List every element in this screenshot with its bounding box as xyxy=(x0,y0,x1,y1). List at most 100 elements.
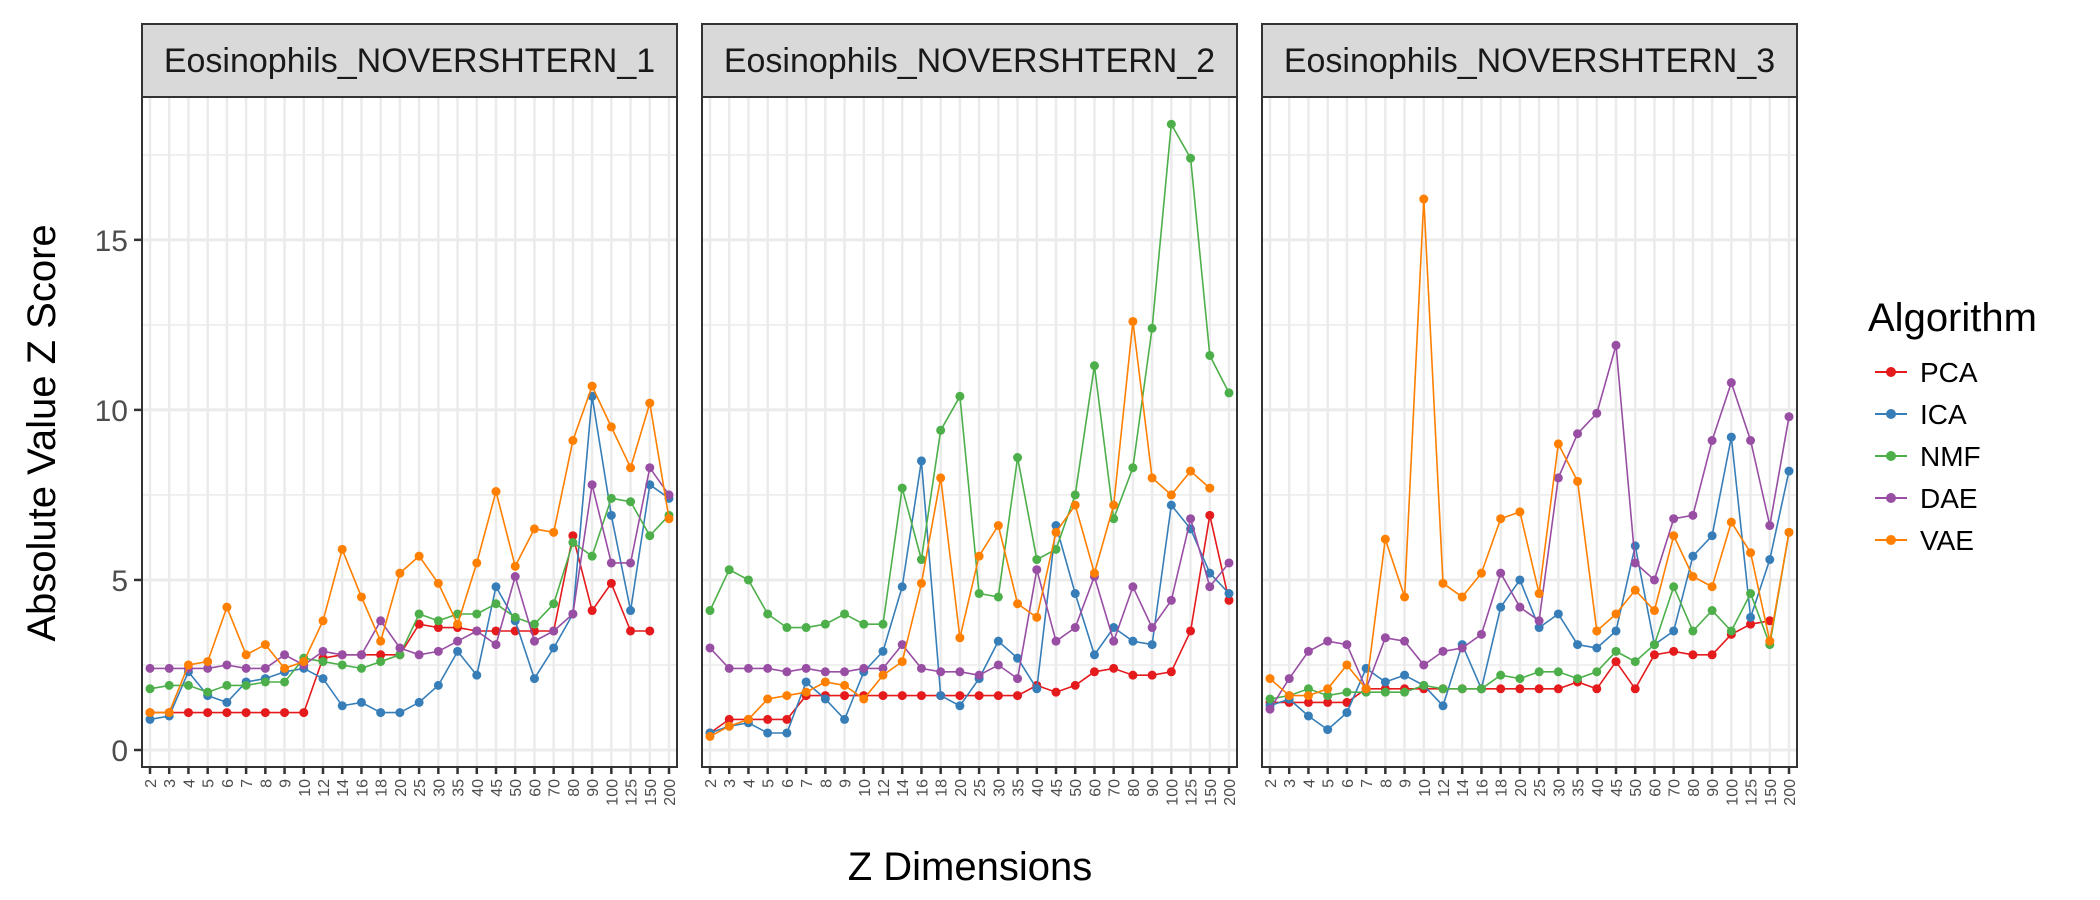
y-tick-label: 5 xyxy=(111,565,128,598)
data-point-nmf xyxy=(376,657,386,667)
data-point-pca xyxy=(1746,619,1756,629)
data-point-pca xyxy=(724,714,734,724)
data-point-vae xyxy=(356,592,366,602)
x-tick-label: 5 xyxy=(201,779,218,788)
legend-items: PCA ICA NMF DAE VAE xyxy=(1875,357,1981,556)
data-point-ica xyxy=(356,697,366,707)
y-tick-label: 15 xyxy=(95,225,128,258)
plot-background xyxy=(142,97,677,767)
data-point-ica xyxy=(491,582,501,592)
data-point-vae xyxy=(529,524,539,534)
data-point-vae xyxy=(280,663,290,673)
data-point-vae xyxy=(1630,585,1640,595)
data-point-dae xyxy=(974,670,984,680)
data-point-vae xyxy=(1166,490,1176,500)
data-point-vae xyxy=(376,636,386,646)
x-tick-label: 125 xyxy=(1184,779,1201,806)
data-point-dae xyxy=(1649,575,1659,585)
x-tick-label: 45 xyxy=(1049,779,1066,797)
data-point-nmf xyxy=(1534,667,1544,677)
data-point-pca xyxy=(993,691,1003,701)
x-tick-label: 35 xyxy=(1011,779,1028,797)
series-line-dae xyxy=(1269,345,1790,710)
data-point-nmf xyxy=(1070,490,1080,500)
x-tick-label: 14 xyxy=(1455,779,1472,797)
data-point-vae xyxy=(664,514,674,524)
data-point-ica xyxy=(606,510,616,520)
data-point-nmf xyxy=(974,589,984,599)
data-point-vae xyxy=(1205,483,1215,493)
data-point-dae xyxy=(1765,521,1775,531)
data-point-pca xyxy=(222,708,232,718)
x-tick-label: 80 xyxy=(1126,779,1143,797)
x-tick-label: 30 xyxy=(431,779,448,797)
data-point-ica xyxy=(1380,677,1390,687)
data-point-ica xyxy=(878,646,888,656)
x-tick-label: 30 xyxy=(1551,779,1568,797)
x-tick-label: 35 xyxy=(451,779,468,797)
data-point-pca xyxy=(1592,684,1602,694)
data-point-nmf xyxy=(491,599,501,609)
data-point-ica xyxy=(763,728,773,738)
data-point-vae xyxy=(183,660,193,670)
data-point-pca xyxy=(645,626,655,636)
data-point-pca xyxy=(1611,657,1621,667)
x-tick-label: 16 xyxy=(354,779,371,797)
data-point-nmf xyxy=(1630,657,1640,667)
data-point-dae xyxy=(1400,636,1410,646)
x-tick-label: 100 xyxy=(1724,779,1741,806)
data-point-nmf xyxy=(164,680,174,690)
data-point-nmf xyxy=(645,531,655,541)
panel-2: Eosinophils_NOVERSHTERN_22 3 4 5 6 7 8 9 10 12 14 1… xyxy=(701,23,1239,806)
data-point-ica xyxy=(414,697,424,707)
x-tick-label: 8 xyxy=(258,779,275,788)
data-point-ica xyxy=(376,708,386,718)
data-point-dae xyxy=(1707,436,1717,446)
data-point-pca xyxy=(1109,663,1119,673)
data-point-dae xyxy=(433,646,443,656)
data-point-nmf xyxy=(878,619,888,629)
data-point-vae xyxy=(260,640,270,650)
data-point-nmf xyxy=(568,538,578,548)
data-point-pca xyxy=(1070,680,1080,690)
data-point-ica xyxy=(1013,653,1023,663)
data-point-nmf xyxy=(1380,687,1390,697)
data-point-pca xyxy=(280,708,290,718)
legend-label: DAE xyxy=(1920,483,1978,514)
data-point-pca xyxy=(1051,687,1061,697)
data-point-dae xyxy=(549,626,559,636)
legend-title: Algorithm xyxy=(1868,296,2037,340)
data-point-nmf xyxy=(1400,687,1410,697)
x-tick-label: 18 xyxy=(374,779,391,797)
data-point-ica xyxy=(1205,568,1215,578)
data-point-nmf xyxy=(1013,453,1023,463)
data-point-nmf xyxy=(1707,606,1717,616)
data-point-vae xyxy=(1128,316,1138,326)
data-point-nmf xyxy=(318,657,328,667)
data-point-nmf xyxy=(1649,640,1659,650)
data-point-nmf xyxy=(820,619,830,629)
data-point-ica xyxy=(916,456,926,466)
x-tick-label: 4 xyxy=(741,779,758,788)
data-point-vae xyxy=(299,657,309,667)
data-point-nmf xyxy=(1051,544,1061,554)
panel-3: Eosinophils_NOVERSHTERN_32 3 4 5 6 7 8 9 10 12 14 1… xyxy=(1261,23,1799,806)
data-point-nmf xyxy=(1186,153,1196,163)
data-point-nmf xyxy=(1573,674,1583,684)
data-point-ica xyxy=(936,691,946,701)
x-tick-label: 30 xyxy=(991,779,1008,797)
x-tick-label: 80 xyxy=(1686,779,1703,797)
legend-item-nmf: NMF xyxy=(1875,441,1981,472)
data-point-ica xyxy=(1630,541,1640,551)
data-point-dae xyxy=(1573,429,1583,439)
x-tick-label: 6 xyxy=(780,779,797,788)
data-point-dae xyxy=(1553,473,1563,483)
data-point-ica xyxy=(529,674,539,684)
data-point-dae xyxy=(1476,629,1486,639)
data-point-nmf xyxy=(1166,119,1176,129)
data-point-nmf xyxy=(395,650,405,660)
x-tick-label: 7 xyxy=(239,779,256,788)
data-point-nmf xyxy=(337,660,347,670)
data-point-ica xyxy=(1400,670,1410,680)
data-point-vae xyxy=(955,633,965,643)
